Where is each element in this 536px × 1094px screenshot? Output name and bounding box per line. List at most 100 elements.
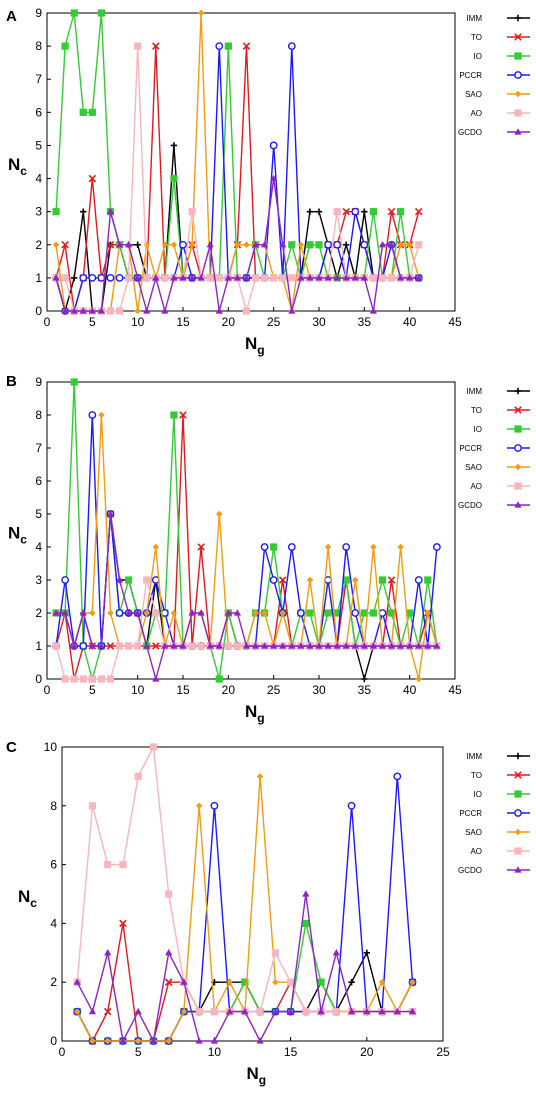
data-point [414, 207, 423, 216]
chart-panel-a: A0 5 10 15 20 25 30 35 40 450123456789NgNcIMMTOIO… [6, 6, 530, 357]
data-point [89, 609, 96, 617]
data-point [152, 274, 160, 281]
data-point [115, 642, 124, 650]
legend-entry-io: IO [474, 52, 530, 61]
data-point [152, 42, 160, 50]
legend-label: SAO [465, 90, 482, 99]
legend-marker [514, 425, 522, 433]
legend-label: IMM [466, 14, 482, 23]
legend-entry-sao: SAO [465, 463, 530, 472]
data-point [188, 208, 196, 216]
data-point [74, 1008, 81, 1015]
y-tick-label: 2 [50, 975, 57, 989]
data-point [302, 890, 310, 897]
legend-marker [514, 809, 522, 817]
data-point [88, 642, 96, 649]
data-point [256, 1037, 264, 1044]
y-axis-label: Nc [8, 524, 27, 547]
data-point [251, 274, 260, 282]
legend-marker [514, 866, 522, 873]
data-point [378, 642, 387, 649]
y-tick-label: 1 [35, 271, 42, 285]
legend-entry-pccr: PCCR [459, 444, 530, 453]
x-tick-label: 40 [403, 683, 417, 697]
data-point [152, 642, 160, 650]
data-point [424, 609, 431, 617]
data-point [115, 273, 124, 282]
data-point [251, 240, 260, 248]
x-tick-label: 25 [267, 683, 281, 697]
y-tick-label: 10 [44, 740, 58, 754]
data-point [378, 274, 387, 282]
data-point [369, 274, 378, 282]
data-point [197, 609, 205, 616]
x-tick-label: 10 [131, 315, 145, 329]
series-gcdo [52, 174, 423, 314]
data-point [188, 642, 196, 650]
data-point [302, 919, 310, 928]
data-point [161, 274, 169, 282]
data-point [370, 543, 377, 551]
data-point [88, 1007, 97, 1015]
y-axis-label-main: N [18, 887, 30, 906]
data-point [324, 543, 332, 551]
data-point [361, 208, 368, 215]
y-axis-label-sub: c [20, 533, 27, 547]
data-point [317, 978, 325, 986]
data-point [125, 609, 133, 616]
data-point [52, 274, 60, 281]
data-point [125, 642, 133, 650]
data-point [88, 411, 97, 419]
legend-marker [514, 752, 522, 760]
legend-label: AO [470, 847, 482, 856]
x-tick-label: 5 [89, 315, 96, 329]
data-point [242, 642, 251, 649]
data-point [215, 675, 223, 683]
data-point [180, 1008, 188, 1015]
data-point [387, 576, 396, 584]
data-point [106, 307, 115, 315]
y-tick-label: 1 [35, 639, 42, 653]
data-point [324, 642, 332, 649]
data-point [152, 675, 160, 682]
data-point [387, 240, 396, 248]
data-point [152, 543, 159, 551]
data-point [161, 307, 169, 314]
data-point [342, 543, 351, 551]
data-point [70, 9, 78, 17]
legend-entry-sao: SAO [465, 90, 530, 99]
y-tick-label: 0 [50, 1034, 57, 1048]
data-point [179, 240, 187, 249]
data-point [143, 307, 151, 314]
series-line [55, 579, 437, 680]
legend-marker [514, 790, 522, 798]
x-axis-label: Ng [245, 702, 265, 725]
y-tick-label: 8 [50, 799, 57, 813]
data-point [397, 274, 405, 281]
data-point [317, 1007, 325, 1015]
data-point [261, 240, 269, 248]
data-point [88, 307, 96, 314]
data-point [360, 642, 368, 649]
x-tick-label: 0 [44, 315, 51, 329]
x-tick-label: 25 [436, 1045, 450, 1059]
data-point [70, 675, 78, 683]
data-point [73, 978, 81, 985]
data-point [306, 241, 314, 249]
data-point [106, 207, 115, 215]
series-line [76, 775, 414, 1042]
series-sao [52, 411, 441, 683]
y-axis-label-main: N [8, 524, 20, 543]
y-tick-label: 6 [50, 858, 57, 872]
data-point [369, 642, 377, 649]
data-point [97, 9, 105, 17]
data-point [243, 241, 250, 248]
data-point [215, 307, 223, 314]
x-tick-label: 5 [135, 1045, 142, 1059]
data-point [119, 861, 127, 869]
data-point [106, 675, 115, 683]
legend-label: SAO [465, 828, 482, 837]
data-point [61, 576, 70, 584]
chart-panel-b: B0 5 10 15 20 25 30 35 40 450123456789NgNcIMMTOIO… [6, 373, 530, 725]
data-point [288, 274, 296, 282]
